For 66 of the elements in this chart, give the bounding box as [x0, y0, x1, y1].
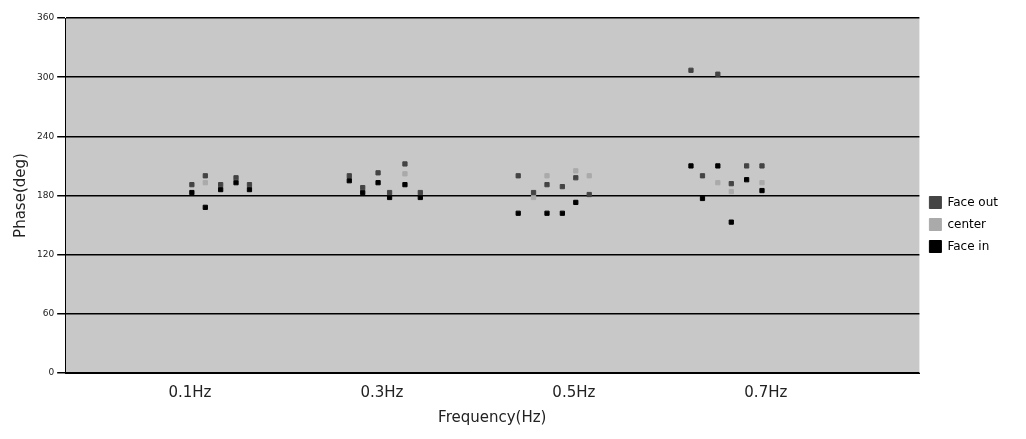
point [360, 189, 366, 196]
x-tick-label: 0.1Hz [168, 382, 212, 401]
point [715, 163, 721, 169]
legend-label: Face in [947, 238, 990, 253]
point [530, 189, 537, 196]
point [360, 184, 366, 191]
point [544, 210, 550, 216]
point [402, 182, 408, 188]
point [759, 187, 765, 194]
point [759, 163, 765, 169]
point [759, 180, 765, 186]
point [573, 168, 579, 174]
y-tick-label: 60 [42, 308, 55, 319]
y-tick-label: 180 [36, 189, 55, 200]
point [189, 182, 195, 188]
point [544, 182, 550, 188]
point [246, 186, 253, 193]
y-tick-label: 300 [36, 71, 55, 82]
point [202, 204, 208, 210]
point [375, 170, 381, 176]
point [559, 184, 565, 190]
point [246, 182, 253, 188]
point [715, 180, 721, 186]
point [346, 173, 352, 179]
y-tick-label: 360 [36, 12, 55, 23]
point [699, 173, 706, 179]
x-tick-label: 0.5Hz [552, 382, 596, 401]
point [573, 175, 579, 181]
point [375, 180, 381, 186]
x-tick-label: 0.7Hz [744, 382, 788, 401]
point [218, 186, 224, 193]
y-tick-label: 240 [36, 130, 55, 141]
point [586, 191, 592, 198]
point [386, 189, 393, 196]
point [586, 173, 592, 179]
point [728, 188, 734, 195]
point [744, 177, 750, 183]
point [573, 199, 579, 206]
point [402, 171, 408, 177]
point [202, 180, 208, 186]
point [530, 194, 537, 201]
point [544, 173, 550, 179]
point [515, 210, 521, 216]
point [233, 180, 239, 186]
point [688, 163, 694, 169]
x-axis-title: Frequency(Hz) [438, 407, 547, 426]
point [417, 189, 423, 196]
point [699, 195, 706, 202]
y-tick-label: 0 [48, 367, 55, 378]
point [202, 173, 208, 179]
point [715, 71, 721, 77]
point [402, 161, 408, 167]
y-tick-label: 120 [36, 249, 55, 260]
point [688, 67, 694, 73]
point [559, 210, 565, 216]
point [218, 182, 224, 188]
y-axis-title: Phase(deg) [10, 153, 29, 238]
point [189, 189, 195, 196]
point [233, 175, 239, 181]
point [728, 181, 734, 187]
point [728, 219, 734, 225]
legend-label: Face out [947, 194, 999, 209]
x-tick-label: 0.3Hz [360, 382, 404, 401]
point [744, 163, 750, 169]
legend-label: center [947, 216, 987, 231]
point [515, 173, 521, 179]
